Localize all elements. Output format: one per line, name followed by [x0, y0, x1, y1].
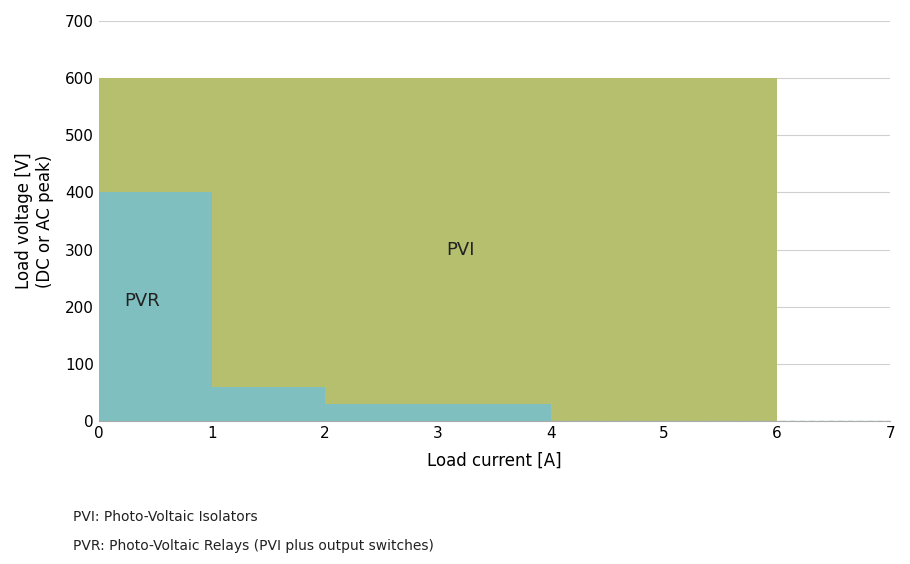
Polygon shape [99, 78, 777, 421]
Text: PVR: PVR [124, 292, 159, 310]
Polygon shape [99, 192, 551, 421]
Y-axis label: Load voltage [V]
(DC or AC peak): Load voltage [V] (DC or AC peak) [15, 153, 54, 289]
X-axis label: Load current [A]: Load current [A] [427, 452, 561, 470]
Text: PVR: Photo-Voltaic Relays (PVI plus output switches): PVR: Photo-Voltaic Relays (PVI plus outp… [73, 539, 434, 553]
Text: PVI: Photo-Voltaic Isolators: PVI: Photo-Voltaic Isolators [73, 510, 258, 525]
Text: PVI: PVI [446, 241, 475, 259]
